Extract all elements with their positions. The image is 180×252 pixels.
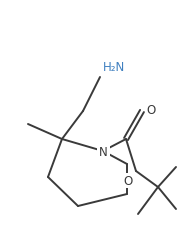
Text: N: N <box>99 145 107 158</box>
Text: O: O <box>146 104 155 117</box>
Text: H₂N: H₂N <box>103 61 125 74</box>
Text: O: O <box>124 174 133 187</box>
